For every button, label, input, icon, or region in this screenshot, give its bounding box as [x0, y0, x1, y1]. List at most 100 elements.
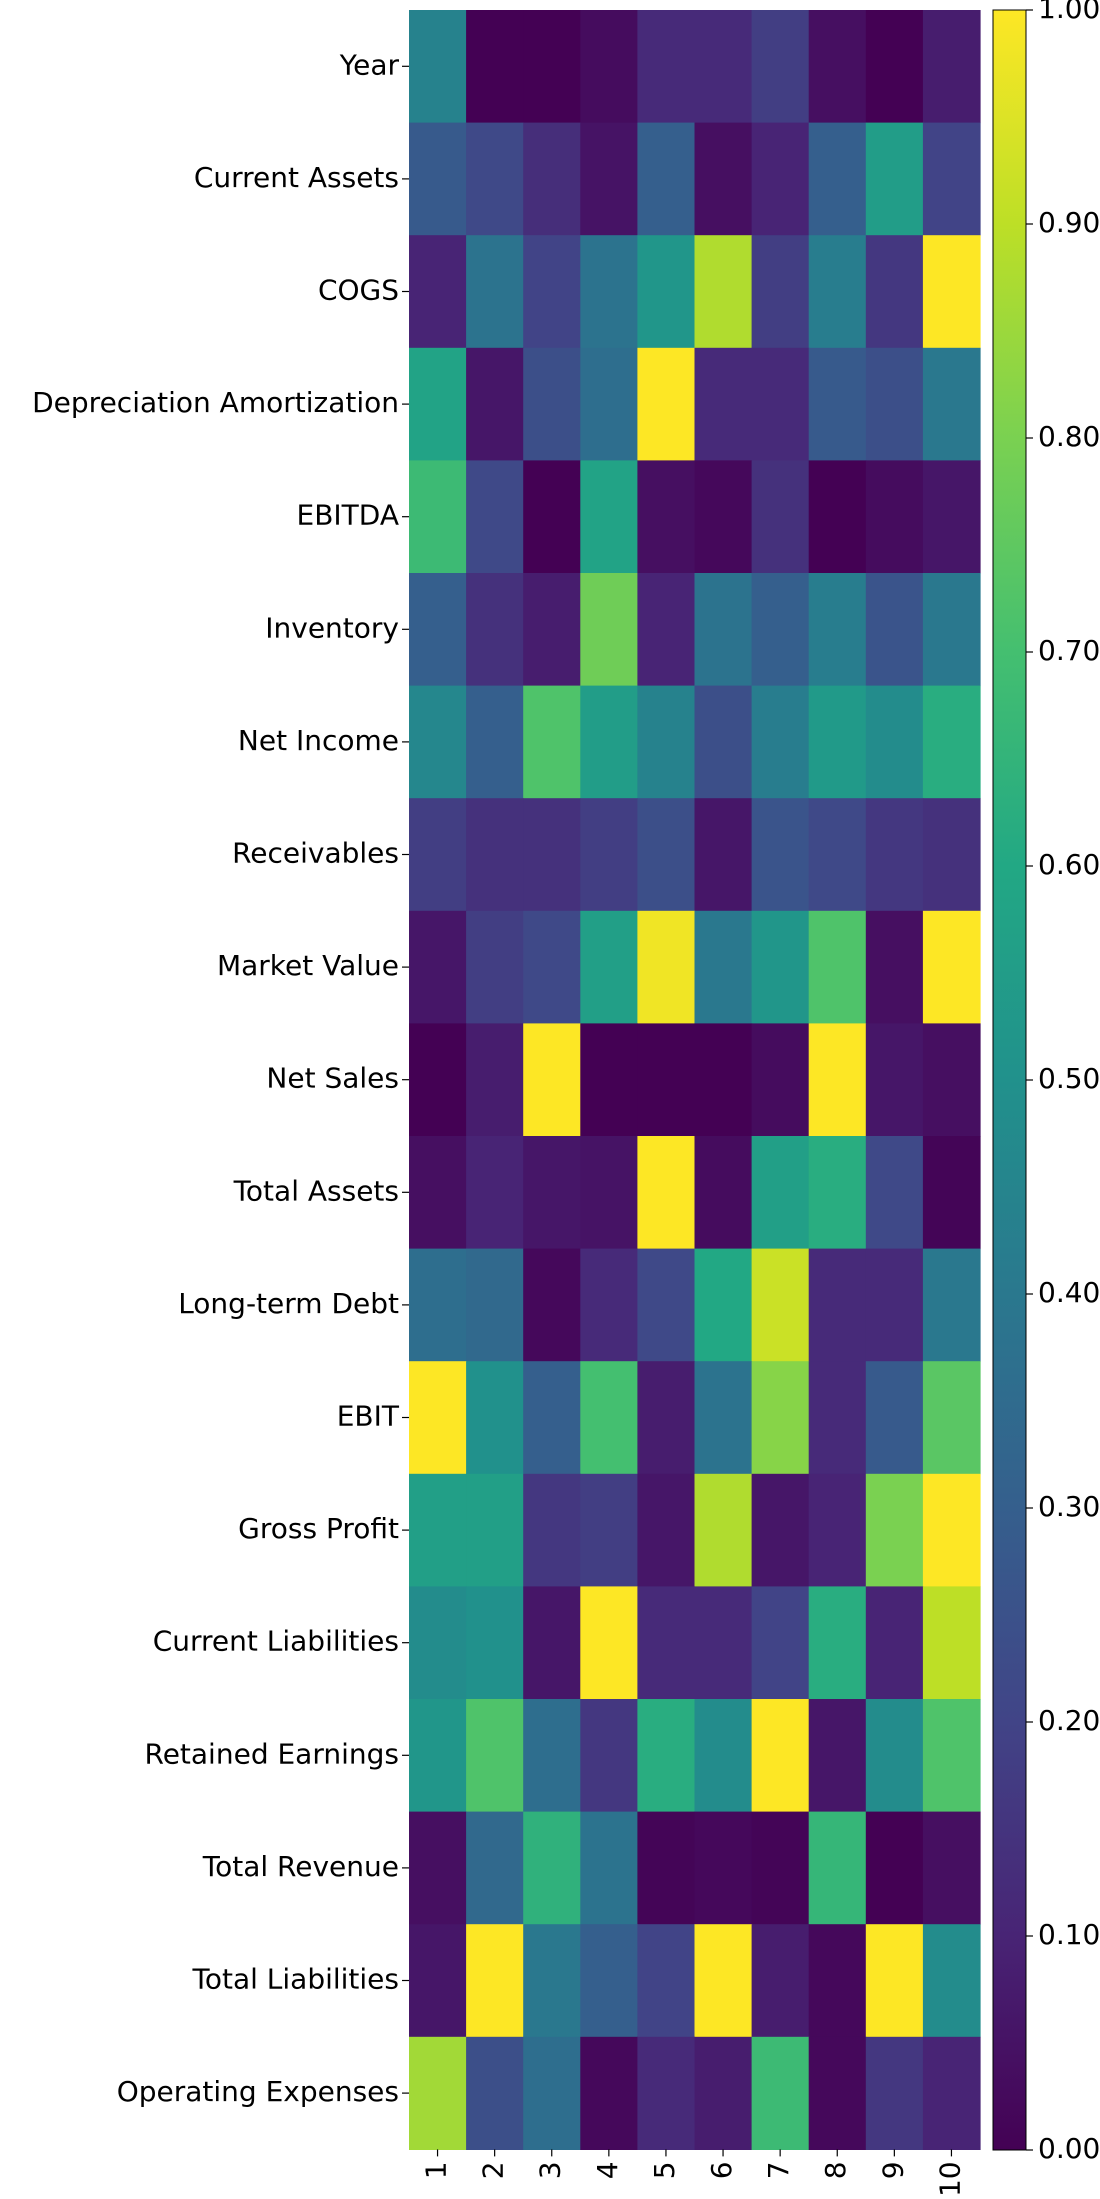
- heatmap-cell: [751, 1248, 810, 1362]
- heatmap-cell: [637, 910, 696, 1024]
- heatmap-cell: [409, 798, 467, 912]
- heatmap-cell: [922, 685, 981, 799]
- heatmap-cell: [922, 347, 981, 461]
- colorbar: 0.00 0.10 0.20 0.30 0.40 0.50 0.60 0.70 0.80 0.90…: [992, 0, 1100, 2165]
- heatmap-cell: [922, 798, 981, 912]
- heatmap-cell: [580, 798, 638, 912]
- y-tick-label: Current Assets: [194, 161, 399, 194]
- heatmap-cell: [466, 1699, 524, 1813]
- heatmap-cell: [865, 347, 924, 461]
- heatmap-cell: [694, 1136, 753, 1250]
- heatmap-cell: [409, 1699, 467, 1813]
- heatmap-cell: [637, 2036, 696, 2150]
- heatmap-cell: [409, 122, 467, 236]
- colorbar-tick-label: 0.80: [1038, 420, 1100, 453]
- heatmap-cell: [637, 1924, 696, 2038]
- x-tick-label: 7: [762, 2161, 795, 2179]
- heatmap-cell: [922, 1248, 981, 1362]
- y-tick-label: Total Liabilities: [191, 1963, 399, 1996]
- heatmap-cell: [751, 1361, 810, 1475]
- heatmap-cell: [466, 1248, 524, 1362]
- heatmap-cell: [523, 347, 581, 461]
- heatmap-cell: [694, 460, 753, 574]
- heatmap-cell: [694, 685, 753, 799]
- x-tick-label: 5: [648, 2161, 681, 2179]
- heatmap-cell: [523, 122, 581, 236]
- heatmap-cell: [694, 1361, 753, 1475]
- heatmap-cell: [694, 1811, 753, 1925]
- heatmap-cell: [409, 1586, 467, 1700]
- heatmap-cell: [409, 573, 467, 687]
- heatmap-cell: [922, 1361, 981, 1475]
- heatmap-cell: [694, 122, 753, 236]
- heatmap-cell: [637, 1361, 696, 1475]
- heatmap-cell: [865, 460, 924, 574]
- heatmap-cell: [694, 1473, 753, 1587]
- y-tick-label: Current Liabilities: [153, 1625, 399, 1658]
- heatmap-cell: [808, 1811, 867, 1925]
- heatmap-cell: [751, 122, 810, 236]
- heatmap-cell: [466, 798, 524, 912]
- heatmap-cell: [637, 122, 696, 236]
- x-tick-label: 1: [420, 2161, 453, 2179]
- heatmap-cell: [808, 1586, 867, 1700]
- heatmap-cell: [808, 10, 867, 124]
- heatmap-cell: [922, 235, 981, 349]
- heatmap-cell: [808, 685, 867, 799]
- heatmap-cell: [922, 910, 981, 1024]
- y-axis: Year Current Assets COGS Depreciation Amort…: [32, 48, 409, 2108]
- heatmap-cell: [751, 1586, 810, 1700]
- heatmap-cell: [580, 573, 638, 687]
- heatmap-cell: [808, 1699, 867, 1813]
- heatmap-cell: [751, 10, 810, 124]
- heatmap-cell: [409, 347, 467, 461]
- heatmap-cell: [751, 235, 810, 349]
- y-tick-label: Gross Profit: [238, 1512, 399, 1545]
- x-tick-label: 9: [876, 2161, 909, 2179]
- heatmap-cell: [865, 2036, 924, 2150]
- heatmap-cell: [409, 1248, 467, 1362]
- heatmap-cell: [580, 685, 638, 799]
- heatmap-cell: [751, 1811, 810, 1925]
- heatmap-cell: [580, 1023, 638, 1137]
- heatmap-cell: [523, 798, 581, 912]
- heatmap-cell: [637, 1699, 696, 1813]
- heatmap-cell: [466, 10, 524, 124]
- heatmap-cell: [694, 10, 753, 124]
- colorbar-tick-label: 0.00: [1038, 2132, 1100, 2165]
- heatmap-cell: [808, 573, 867, 687]
- heatmap-cell: [523, 235, 581, 349]
- y-tick-label: Retained Earnings: [145, 1737, 400, 1770]
- heatmap-cell: [922, 1924, 981, 2038]
- heatmap-cell: [865, 910, 924, 1024]
- heatmap-cell: [466, 460, 524, 574]
- colorbar-tick-label: 0.70: [1038, 634, 1100, 667]
- heatmap-cell: [523, 1473, 581, 1587]
- heatmap-cell: [694, 1924, 753, 2038]
- heatmap-cell: [751, 1473, 810, 1587]
- y-tick-label: Net Income: [238, 724, 399, 757]
- colorbar-tick-label: 0.90: [1038, 206, 1100, 239]
- heatmap-cell: [865, 685, 924, 799]
- x-tick-label: 10: [933, 2161, 966, 2197]
- heatmap-cell: [466, 1924, 524, 2038]
- heatmap-cell: [808, 1248, 867, 1362]
- heatmap-cell: [637, 573, 696, 687]
- heatmap-cell: [637, 685, 696, 799]
- heatmap-cell: [751, 1136, 810, 1250]
- heatmap-cell: [694, 573, 753, 687]
- heatmap-cell: [922, 2036, 981, 2150]
- colorbar-tick-label: 1.00: [1038, 0, 1100, 25]
- heatmap-cell: [580, 1699, 638, 1813]
- heatmap-cell: [865, 1136, 924, 1250]
- heatmap-cell: [922, 1811, 981, 1925]
- heatmap-cell: [637, 1023, 696, 1137]
- x-tick-label: 6: [705, 2161, 738, 2179]
- y-tick-label: EBIT: [337, 1400, 400, 1433]
- heatmap-cell: [466, 1361, 524, 1475]
- heatmap-cell: [808, 910, 867, 1024]
- x-tick-label: 3: [534, 2161, 567, 2179]
- heatmap-cell: [808, 235, 867, 349]
- colorbar-tick-label: 0.60: [1038, 848, 1100, 881]
